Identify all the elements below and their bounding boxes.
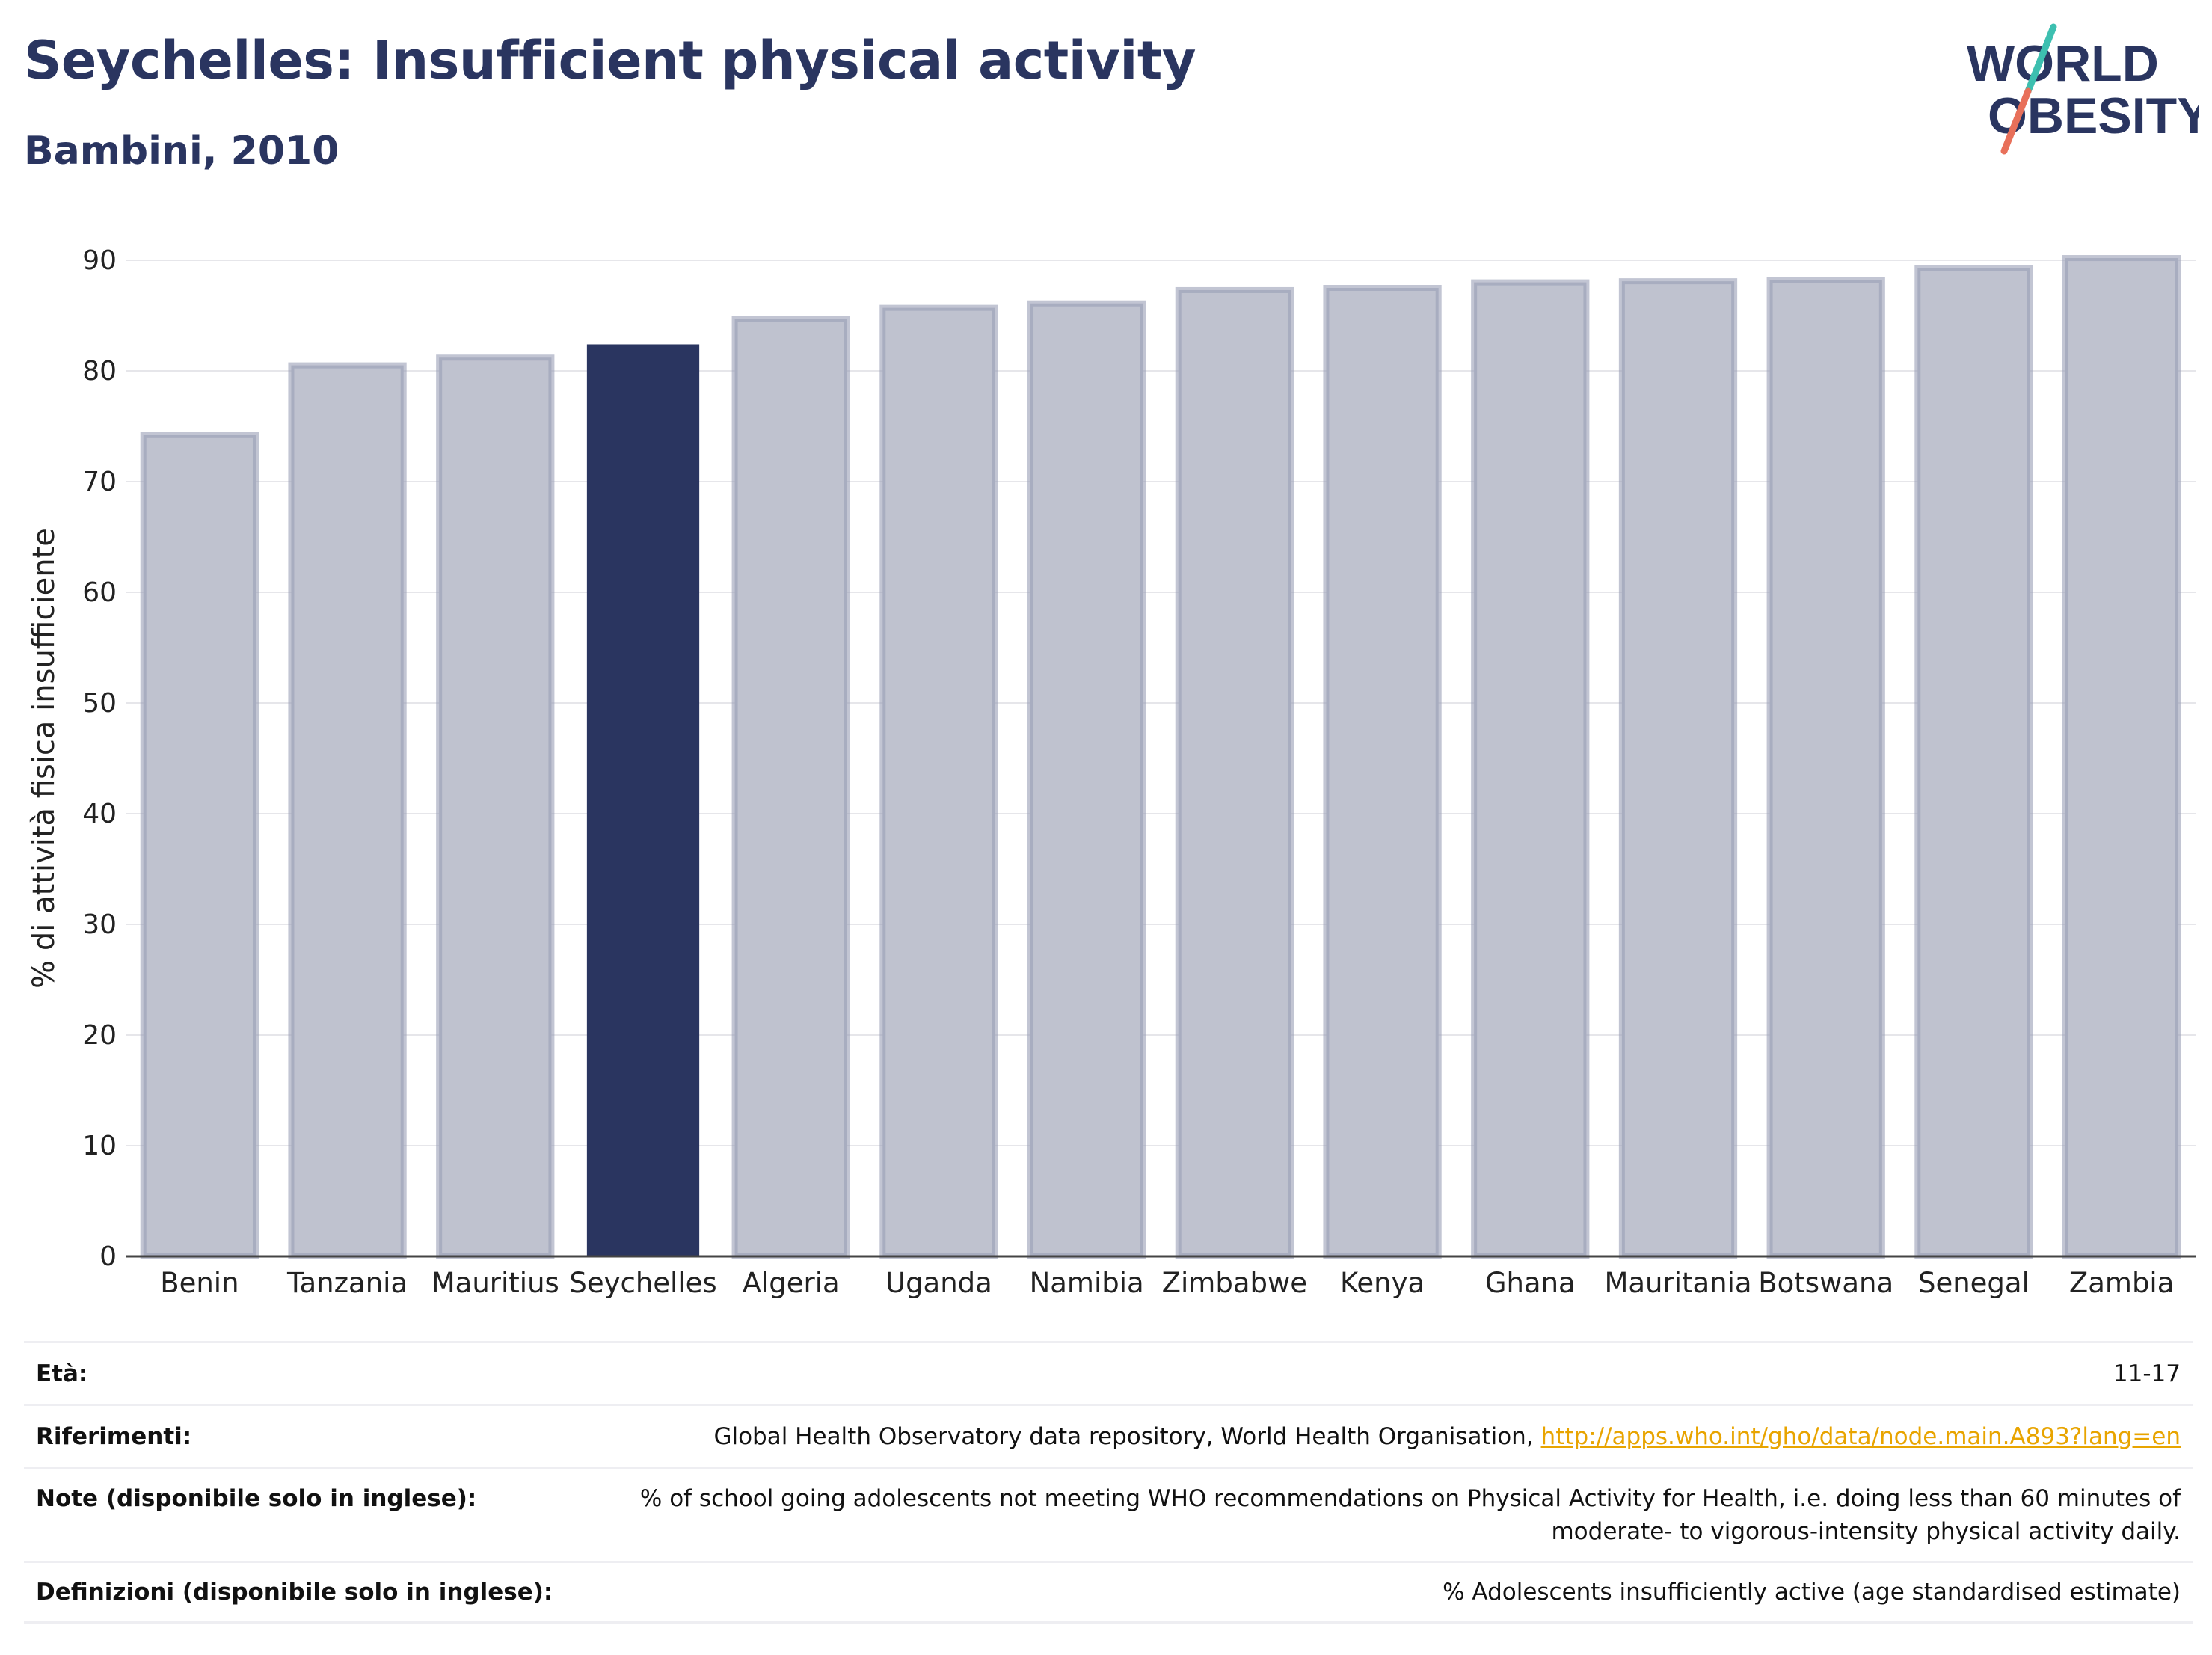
age-value: 11-17 xyxy=(2113,1360,2181,1387)
y-tick-label: 20 xyxy=(82,1020,117,1051)
bar-tanzania xyxy=(288,362,407,1260)
y-tick-label: 50 xyxy=(82,688,117,719)
bar-zimbabwe xyxy=(1175,286,1294,1260)
notes-line1: % of school going adolescents not meetin… xyxy=(639,1485,2181,1512)
bar-botswana xyxy=(1766,277,1885,1259)
world-obesity-logo: WORLD OBESITY xyxy=(1967,23,2199,155)
x-tick-label: Tanzania xyxy=(286,1267,408,1299)
page-subtitle: Bambini, 2010 xyxy=(24,129,340,174)
x-tick-label: Mauritius xyxy=(431,1267,559,1299)
references-link[interactable]: http://apps.who.int/gho/data/node.main.A… xyxy=(1540,1422,2181,1450)
info-row-definitions: Definizioni (disponibile solo in inglese… xyxy=(24,1561,2193,1624)
references-text: Global Health Observatory data repositor… xyxy=(713,1422,1541,1450)
x-tick-label: Algeria xyxy=(743,1267,840,1299)
age-label: Età: xyxy=(36,1360,88,1387)
x-tick-label: Benin xyxy=(160,1267,239,1299)
x-tick-label: Namibia xyxy=(1030,1267,1144,1299)
y-axis-label: % di attività fisica insufficiente xyxy=(27,528,61,989)
definitions-value: % Adolescents insufficiently active (age… xyxy=(1443,1579,2181,1606)
x-tick-label: Senegal xyxy=(1918,1267,2030,1299)
references-label: Riferimenti: xyxy=(36,1422,192,1450)
x-tick-label: Zimbabwe xyxy=(1162,1267,1307,1299)
references-value: Global Health Observatory data repositor… xyxy=(713,1420,2193,1453)
y-tick-label: 30 xyxy=(82,909,117,940)
info-row-references: Riferimenti: Global Health Observatory d… xyxy=(24,1404,2193,1467)
x-tick-label: Ghana xyxy=(1485,1267,1576,1299)
bar-chart: 0 10 20 30 40 50 60 70 80 90 % di attività fisica … xyxy=(27,245,2196,1299)
x-tick-label: Kenya xyxy=(1340,1267,1425,1299)
page-title: Seychelles: Insufficient physical activi… xyxy=(24,30,1196,91)
y-tick-label: 40 xyxy=(82,799,117,829)
notes-label: Note (disponibile solo in inglese): xyxy=(36,1485,477,1512)
bar-benin xyxy=(140,432,259,1260)
x-tick-label: Mauritania xyxy=(1604,1267,1751,1299)
notes-value: % of school going adolescents not meetin… xyxy=(640,1482,2193,1548)
y-tick-label: 10 xyxy=(82,1131,117,1161)
y-tick-label: 0 xyxy=(99,1241,117,1272)
x-tick-label: Zambia xyxy=(2069,1267,2175,1299)
bar-zambia xyxy=(2062,255,2181,1259)
y-tick-label: 70 xyxy=(82,467,117,497)
info-table: Età: 11-17 Riferimenti: Global Health Ob… xyxy=(24,1341,2193,1624)
info-row-notes: Note (disponibile solo in inglese): % of… xyxy=(24,1467,2193,1561)
bar-senegal xyxy=(1914,265,2033,1259)
bar-uganda xyxy=(879,304,998,1259)
y-tick-label: 60 xyxy=(82,577,117,608)
y-tick-label: 90 xyxy=(82,245,117,276)
bar-seychelles xyxy=(586,344,700,1257)
logo-line1: WORLD xyxy=(1967,35,2159,92)
bar-algeria xyxy=(731,316,850,1260)
definitions-label: Definizioni (disponibile solo in inglese… xyxy=(36,1579,553,1606)
x-tick-label: Uganda xyxy=(885,1267,992,1299)
y-tick-label: 80 xyxy=(82,356,117,387)
bar-mauritius xyxy=(436,354,555,1259)
logo-slash-coral xyxy=(2000,87,2032,155)
info-row-age: Età: 11-17 xyxy=(24,1341,2193,1404)
x-tick-label: Botswana xyxy=(1758,1267,1893,1299)
bar-namibia xyxy=(1027,300,1146,1260)
logo-slash-teal xyxy=(2024,23,2057,95)
bar-mauritania xyxy=(1618,278,1738,1259)
x-tick-label: Seychelles xyxy=(569,1267,716,1299)
bar-kenya xyxy=(1323,285,1442,1259)
bar-ghana xyxy=(1471,279,1590,1260)
notes-line2: moderate- to vigorous-intensity physical… xyxy=(1551,1518,2181,1545)
